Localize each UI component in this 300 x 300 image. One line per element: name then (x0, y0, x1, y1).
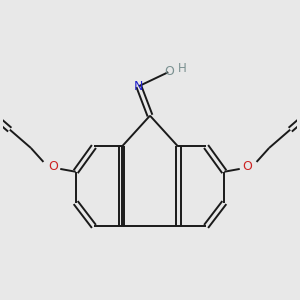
Text: O: O (48, 160, 58, 172)
Text: O: O (164, 65, 174, 78)
Text: N: N (134, 80, 143, 93)
Text: H: H (178, 62, 187, 75)
Text: O: O (242, 160, 252, 172)
